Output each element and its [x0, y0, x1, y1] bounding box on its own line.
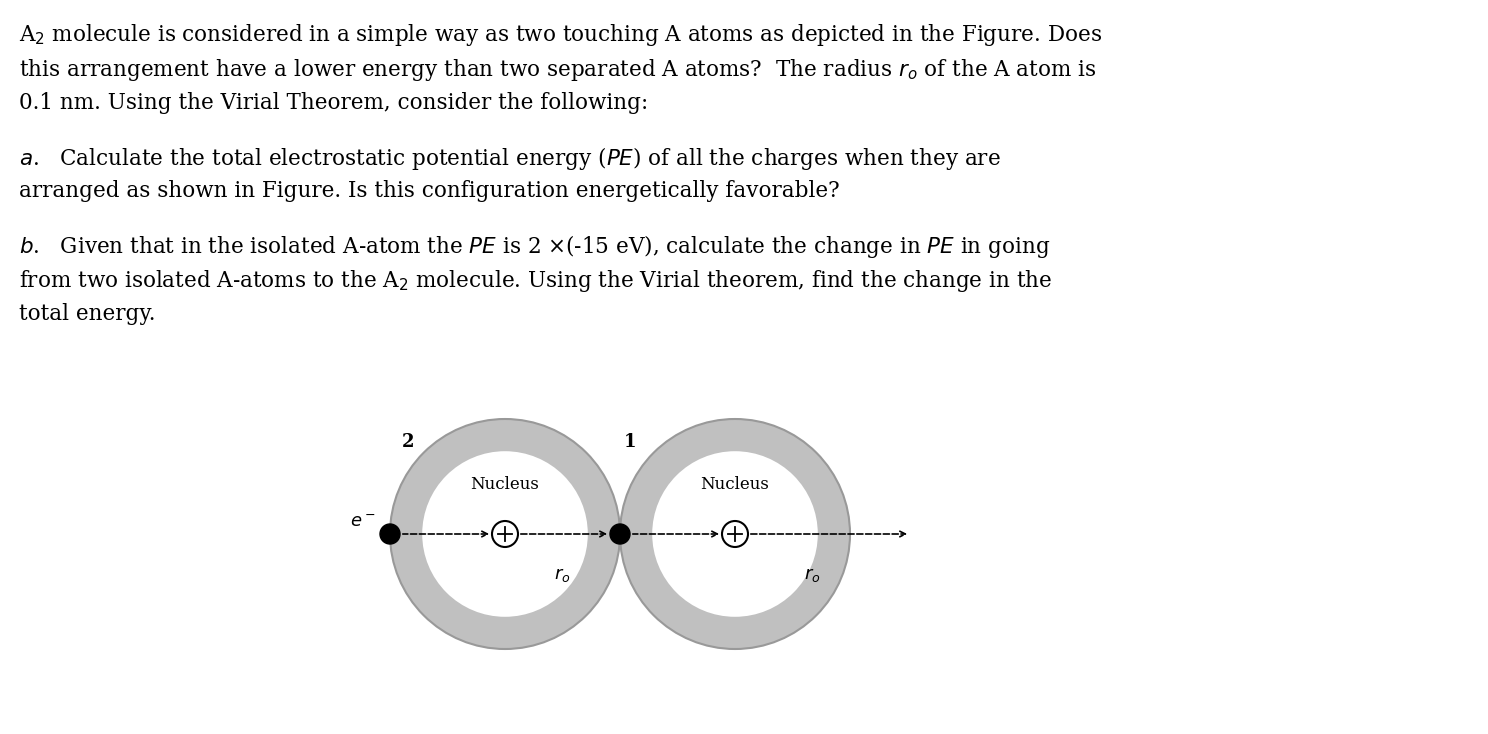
Text: $a$.   Calculate the total electrostatic potential energy ($PE$) of all the char: $a$. Calculate the total electrostatic p… — [19, 145, 1001, 172]
Circle shape — [423, 451, 588, 617]
Text: Nucleus: Nucleus — [470, 476, 540, 493]
Text: Nucleus: Nucleus — [701, 476, 769, 493]
Circle shape — [722, 521, 748, 547]
Text: total energy.: total energy. — [19, 303, 156, 325]
Circle shape — [379, 524, 400, 544]
Text: this arrangement have a lower energy than two separated A atoms?  The radius $r_: this arrangement have a lower energy tha… — [19, 57, 1097, 83]
Text: $r_o$: $r_o$ — [554, 566, 571, 584]
Text: A$_2$ molecule is considered in a simple way as two touching A atoms as depicted: A$_2$ molecule is considered in a simple… — [19, 22, 1103, 48]
Text: 1: 1 — [623, 433, 637, 451]
Text: 0.1 nm. Using the Virial Theorem, consider the following:: 0.1 nm. Using the Virial Theorem, consid… — [19, 92, 649, 114]
Circle shape — [493, 521, 518, 547]
Circle shape — [620, 419, 850, 649]
Text: 2: 2 — [402, 433, 414, 451]
Text: $r_o$: $r_o$ — [804, 566, 821, 584]
Text: $b$.   Given that in the isolated A-atom the $PE$ is 2 ×(-15 eV), calculate the : $b$. Given that in the isolated A-atom t… — [19, 233, 1051, 260]
Text: from two isolated A-atoms to the A$_2$ molecule. Using the Virial theorem, find : from two isolated A-atoms to the A$_2$ m… — [19, 268, 1052, 294]
Text: $e^-$: $e^-$ — [350, 513, 376, 531]
Circle shape — [610, 524, 629, 544]
Text: arranged as shown in Figure. Is this configuration energetically favorable?: arranged as shown in Figure. Is this con… — [19, 180, 839, 202]
Circle shape — [390, 419, 620, 649]
Circle shape — [652, 451, 818, 617]
